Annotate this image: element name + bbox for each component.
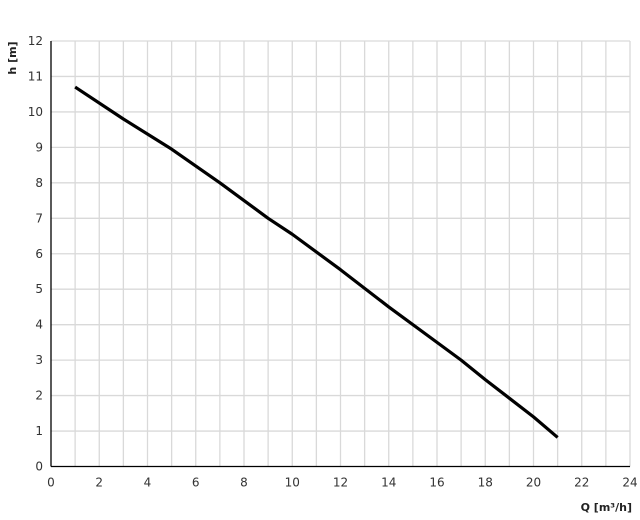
y-tick-label: 1: [35, 424, 43, 438]
x-tick-label: 12: [333, 476, 348, 490]
y-tick-label: 2: [35, 389, 43, 403]
x-tick-label: 14: [381, 476, 396, 490]
x-tick-label: 16: [429, 476, 444, 490]
x-tick-label: 4: [144, 476, 152, 490]
y-tick-label: 3: [35, 353, 43, 367]
x-tick-label: 6: [192, 476, 200, 490]
x-axis-label: Q [m³/h]: [581, 501, 632, 514]
axes: [50, 41, 630, 468]
y-axis-label: h [m]: [6, 41, 19, 74]
y-tick-label: 12: [28, 34, 43, 48]
y-tick-label: 6: [35, 247, 43, 261]
grid: [51, 40, 631, 467]
x-tick-label: 10: [285, 476, 300, 490]
x-tick-label: 22: [574, 476, 589, 490]
y-tick-label: 7: [35, 211, 43, 225]
y-tick-label: 11: [28, 69, 43, 83]
x-tick-label: 8: [240, 476, 248, 490]
y-tick-label: 4: [35, 318, 43, 332]
y-tick-label: 0: [35, 460, 43, 474]
y-tick-label: 9: [35, 140, 43, 154]
x-tick-label: 18: [478, 476, 493, 490]
x-tick-label: 2: [95, 476, 103, 490]
y-tick-label: 5: [35, 282, 43, 296]
y-tick-label: 10: [28, 105, 43, 119]
y-tick-label: 8: [35, 176, 43, 190]
series: [74, 85, 559, 439]
x-tick-label: 24: [622, 476, 637, 490]
series-line: [74, 85, 559, 439]
x-tick-label: 0: [47, 476, 55, 490]
x-tick-label: 20: [526, 476, 541, 490]
